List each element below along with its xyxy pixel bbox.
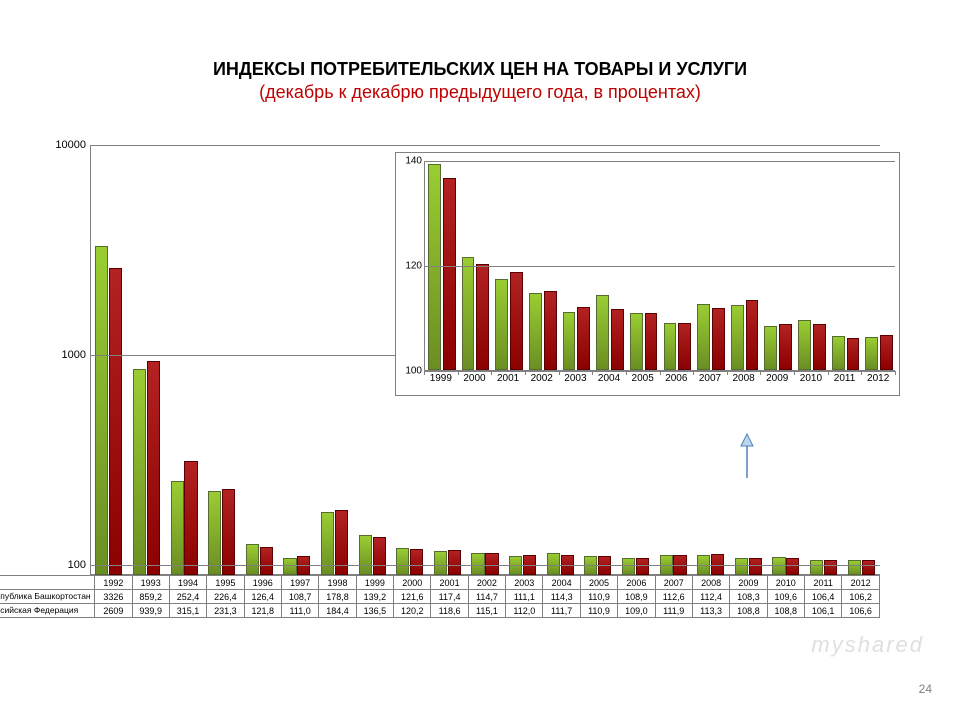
title-line-1: ИНДЕКСЫ ПОТРЕБИТЕЛЬСКИХ ЦЕН НА ТОВАРЫ И … — [0, 58, 960, 81]
inset-bar — [563, 312, 576, 370]
main-bar — [95, 246, 108, 576]
inset-bar — [495, 279, 508, 370]
inset-bar — [731, 305, 744, 370]
main-bar — [184, 461, 197, 575]
inset-bar — [678, 323, 691, 370]
main-bar — [824, 560, 837, 575]
main-bar — [448, 550, 461, 575]
inset-chart: 100120140 199920002001200220032004200520… — [395, 152, 900, 396]
chart-title: ИНДЕКСЫ ПОТРЕБИТЕЛЬСКИХ ЦЕН НА ТОВАРЫ И … — [0, 58, 960, 103]
main-bar — [109, 268, 122, 575]
arrow-icon — [735, 432, 759, 480]
inset-bar — [510, 272, 523, 370]
inset-xlabel: 2002 — [531, 373, 553, 384]
inset-xlabel: 2010 — [800, 373, 822, 384]
inset-bar — [764, 326, 777, 370]
main-bar — [485, 553, 498, 575]
inset-bar — [664, 323, 677, 370]
inset-bar — [865, 337, 878, 370]
inset-bar — [529, 293, 542, 370]
inset-bar — [630, 313, 643, 370]
inset-bar — [428, 164, 441, 370]
inset-xlabel: 2012 — [867, 373, 889, 384]
inset-bar — [798, 320, 811, 370]
inset-xlabel: 2003 — [564, 373, 586, 384]
main-bar — [208, 491, 221, 575]
inset-bar — [596, 295, 609, 370]
main-bar — [396, 548, 409, 575]
main-bar — [373, 537, 386, 575]
main-bar — [283, 558, 296, 575]
inset-bar — [476, 264, 489, 370]
inset-xlabel: 2008 — [732, 373, 754, 384]
inset-bar — [577, 307, 590, 370]
main-bar — [359, 535, 372, 575]
main-bar — [222, 489, 235, 575]
inset-bar — [697, 304, 710, 370]
inset-bar — [813, 324, 826, 370]
inset-bar — [712, 308, 725, 370]
main-bar — [246, 544, 259, 575]
main-bar — [547, 553, 560, 575]
inset-plot-area: 100120140 — [424, 161, 895, 371]
inset-bar — [832, 336, 845, 370]
page-number: 24 — [919, 682, 932, 696]
main-bar — [147, 361, 160, 575]
main-bar — [848, 560, 861, 575]
main-bar — [410, 549, 423, 575]
inset-ytick-label: 120 — [405, 261, 422, 272]
inset-bar — [462, 257, 475, 370]
main-bar — [434, 551, 447, 575]
main-ytick-label: 100 — [68, 559, 86, 571]
data-table: 1992199319941995199619971998199920002001… — [0, 575, 880, 618]
main-bar — [810, 560, 823, 575]
main-gridline — [90, 565, 880, 566]
main-bar — [735, 558, 748, 575]
inset-bar — [779, 324, 792, 370]
inset-xlabel: 2011 — [834, 373, 856, 384]
inset-gridline — [425, 266, 895, 267]
main-bar — [171, 481, 184, 575]
inset-xlabel: 2000 — [463, 373, 485, 384]
main-ytick-label: 10000 — [55, 139, 86, 151]
inset-xlabel: 2004 — [598, 373, 620, 384]
inset-bar — [611, 309, 624, 370]
main-bar — [471, 553, 484, 575]
inset-gridline — [425, 161, 895, 162]
inset-xlabel: 1999 — [430, 373, 452, 384]
title-line-2: (декабрь к декабрю предыдущего года, в п… — [0, 81, 960, 104]
inset-ytick-label: 140 — [405, 156, 422, 167]
main-bar — [133, 369, 146, 575]
inset-bar — [544, 291, 557, 370]
inset-ytick-label: 100 — [405, 366, 422, 377]
main-ytick-label: 1000 — [62, 349, 86, 361]
watermark: myshared — [811, 632, 924, 658]
inset-bar — [847, 338, 860, 370]
inset-xlabel: 2009 — [766, 373, 788, 384]
main-bar — [862, 560, 875, 575]
main-bar — [260, 547, 273, 575]
inset-bar — [746, 300, 759, 370]
inset-bar — [443, 178, 456, 370]
inset-xlabel: 2006 — [665, 373, 687, 384]
inset-bar — [645, 313, 658, 370]
inset-xlabel: 2007 — [699, 373, 721, 384]
main-gridline — [90, 145, 880, 146]
inset-xlabel: 2001 — [497, 373, 519, 384]
inset-bar — [880, 335, 893, 370]
inset-x-labels: 1999 2000 2001 2002 2003 2004 2005 2006 2007 2008… — [424, 373, 895, 393]
inset-xlabel: 2005 — [632, 373, 654, 384]
